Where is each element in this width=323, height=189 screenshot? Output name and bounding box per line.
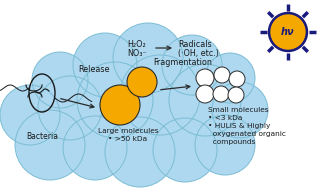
Text: • HULIS & Highly: • HULIS & Highly: [208, 123, 270, 129]
Text: oxygenated organic: oxygenated organic: [208, 131, 286, 137]
Text: (·OH, etc.): (·OH, etc.): [178, 49, 219, 58]
Circle shape: [38, 76, 102, 140]
Circle shape: [77, 62, 153, 138]
Text: hν: hν: [281, 27, 295, 37]
Circle shape: [73, 33, 137, 97]
Text: H₂O₂: H₂O₂: [127, 40, 146, 49]
Circle shape: [100, 85, 140, 125]
Text: Release: Release: [78, 65, 110, 74]
Text: Radicals: Radicals: [178, 40, 212, 49]
Circle shape: [162, 35, 222, 95]
Circle shape: [205, 53, 255, 103]
Circle shape: [214, 67, 230, 83]
Circle shape: [196, 69, 214, 87]
Text: NO₃⁻: NO₃⁻: [127, 49, 147, 58]
Circle shape: [195, 115, 255, 175]
Circle shape: [63, 116, 127, 180]
Circle shape: [113, 23, 183, 93]
Circle shape: [271, 15, 305, 49]
Circle shape: [212, 82, 268, 138]
Circle shape: [153, 118, 217, 182]
Circle shape: [120, 55, 200, 135]
Text: compounds: compounds: [208, 139, 255, 145]
Circle shape: [228, 87, 244, 103]
Text: Bacteria: Bacteria: [26, 132, 58, 141]
Circle shape: [105, 117, 175, 187]
Text: Small molecules: Small molecules: [208, 107, 268, 113]
Circle shape: [213, 86, 229, 102]
Circle shape: [15, 110, 85, 180]
Text: • <3 kDa: • <3 kDa: [208, 115, 242, 121]
Circle shape: [169, 64, 241, 136]
Circle shape: [0, 85, 60, 145]
Text: • >50 kDa: • >50 kDa: [109, 136, 148, 142]
Circle shape: [32, 52, 88, 108]
Circle shape: [127, 67, 157, 97]
Text: Fragmentation: Fragmentation: [153, 58, 213, 67]
Circle shape: [229, 71, 245, 87]
Text: Large molecules: Large molecules: [98, 128, 158, 134]
Circle shape: [196, 85, 214, 103]
Circle shape: [268, 12, 307, 51]
